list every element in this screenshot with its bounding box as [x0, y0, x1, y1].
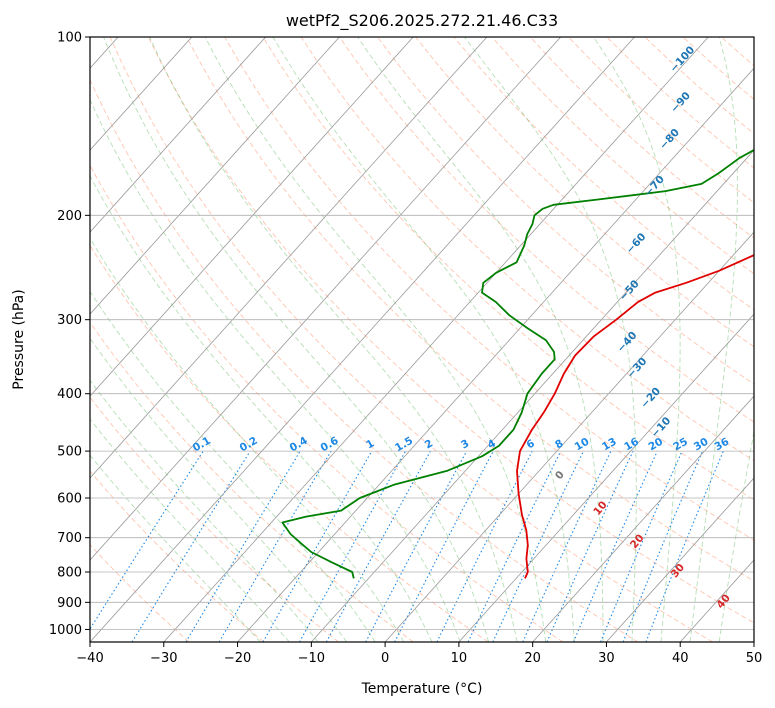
y-axis-title: Pressure (hPa): [11, 289, 27, 389]
moist-adiabats: [90, 37, 754, 642]
isotherm-line: [90, 37, 193, 151]
y-tick-label: 400: [57, 387, 82, 402]
y-axis: 100 200 300 400 500 600 700 800 900 1000: [49, 31, 90, 638]
x-axis-title: Temperature (°C): [361, 681, 483, 697]
mixing-ratio-line: [325, 450, 431, 642]
temperature-line: [516, 254, 754, 579]
isotherm-line: [163, 37, 709, 642]
isotherm-line: [90, 37, 266, 233]
y-tick-label: 300: [57, 313, 82, 328]
moist-adiabat-line: [90, 379, 319, 642]
moist-adiabat-line: [593, 37, 681, 642]
isotherm-line: [90, 37, 635, 642]
sounding-lines: [281, 148, 754, 579]
isotherm-line: [237, 67, 754, 642]
x-tick-label: 40: [672, 651, 689, 666]
plot-frame: [89, 36, 755, 643]
isotherm-line: [90, 37, 561, 561]
moist-adiabat-line: [357, 37, 604, 642]
mixing-ratio-line: [299, 450, 407, 642]
x-tick-label: 30: [598, 651, 615, 666]
x-tick-label: −20: [224, 651, 251, 666]
isotherms: [90, 37, 754, 642]
y-tick-label: 900: [57, 596, 82, 611]
moist-adiabat-line: [90, 174, 433, 642]
dry-adiabat-line: [109, 37, 713, 642]
pressure-gridlines: [90, 37, 754, 630]
moist-adiabat-line: [90, 290, 376, 642]
isotherm-line: [90, 37, 414, 397]
y-tick-label: 500: [57, 445, 82, 460]
moist-adiabat-line: [718, 428, 754, 642]
dry-adiabat-line: [147, 37, 754, 624]
y-tick-label: 100: [57, 31, 82, 46]
y-tick-label: 800: [57, 566, 82, 581]
x-tick-label: 0: [381, 651, 389, 666]
moist-adiabat-line: [204, 37, 547, 642]
isotherm-line: [606, 477, 754, 642]
dry-adiabat-line: [339, 37, 754, 423]
dewpoint-line: [281, 148, 754, 579]
moist-adiabat-line: [272, 37, 575, 642]
dry-adiabat-line: [186, 37, 754, 582]
moist-adiabat-line: [464, 37, 637, 642]
x-tick-label: 20: [524, 651, 541, 666]
mixing-ratio-line: [90, 450, 204, 630]
moist-adiabat-line: [90, 98, 461, 642]
dry-adiabat-line: [90, 164, 564, 642]
moist-adiabat-line: [90, 454, 261, 642]
dry-adiabat-line: [377, 37, 754, 385]
y-tick-label: 700: [57, 531, 82, 546]
dry-adiabat-line: [90, 78, 639, 642]
dry-adiabat-line: [262, 37, 754, 501]
x-tick-label: −10: [298, 651, 325, 666]
moist-adiabat-line: [103, 37, 490, 642]
x-tick-label: −30: [150, 651, 177, 666]
x-tick-label: 10: [451, 651, 468, 666]
dry-adiabat-line: [453, 37, 754, 311]
dry-adiabat-line: [224, 37, 754, 541]
moist-adiabat-line: [90, 237, 404, 642]
dry-adiabats: [90, 37, 754, 642]
y-tick-label: 600: [57, 492, 82, 507]
isotherm-line: [384, 231, 754, 642]
isotherm-line: [532, 395, 754, 642]
moist-adiabat-line: [149, 37, 518, 642]
dry-adiabat-line: [90, 244, 489, 642]
x-tick-label: −40: [76, 651, 103, 666]
moist-adiabat-line: [90, 418, 290, 642]
isotherm-line: [90, 37, 488, 479]
moist-adiabat-line: [689, 37, 738, 642]
chart-title: wetPf2_S206.2025.272.21.46.C33: [286, 11, 558, 31]
plot-area: −100−90−80−70−60−50−40−30−20−10010203040…: [90, 37, 754, 642]
x-tick-label: 50: [746, 651, 763, 666]
y-tick-label: 1000: [49, 623, 82, 638]
y-tick-label: 200: [57, 209, 82, 224]
mixing-ratio-line: [622, 450, 704, 642]
isotherm-line: [90, 37, 340, 315]
mixing-ratio-line: [600, 450, 683, 642]
mixing-ratio-line: [572, 450, 658, 642]
mixing-ratio-line: [645, 450, 724, 642]
mixing-ratio-lines: [90, 450, 724, 642]
mixing-ratio-line: [436, 450, 533, 642]
x-axis: −40 −30 −20 −10 0 10 20 30 40 50: [76, 642, 762, 666]
dry-adiabat-line: [90, 470, 265, 642]
mixing-ratio-line: [365, 450, 468, 642]
isotherm-line: [458, 313, 754, 642]
mixing-ratio-line: [546, 450, 634, 642]
isotherm-line: [311, 149, 754, 642]
